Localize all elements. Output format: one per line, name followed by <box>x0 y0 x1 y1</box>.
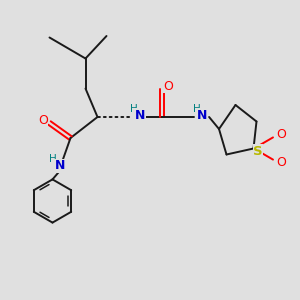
Text: N: N <box>55 159 65 172</box>
Text: O: O <box>277 155 286 169</box>
Text: S: S <box>253 145 263 158</box>
Text: N: N <box>197 109 208 122</box>
Text: O: O <box>164 80 173 93</box>
Text: H: H <box>130 103 138 114</box>
Text: O: O <box>38 113 48 127</box>
Text: O: O <box>277 128 286 142</box>
Text: N: N <box>135 109 145 122</box>
Text: H: H <box>49 154 56 164</box>
Text: H: H <box>193 103 200 114</box>
